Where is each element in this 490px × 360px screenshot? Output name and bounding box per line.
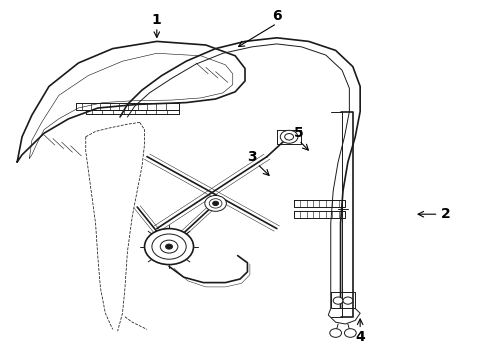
Circle shape <box>145 229 194 265</box>
Text: 6: 6 <box>272 9 282 23</box>
Text: 2: 2 <box>441 207 451 221</box>
Circle shape <box>333 297 343 304</box>
Circle shape <box>166 244 172 249</box>
Text: 3: 3 <box>247 150 257 163</box>
Circle shape <box>280 130 298 143</box>
Circle shape <box>213 201 219 206</box>
Circle shape <box>343 297 353 304</box>
Text: 1: 1 <box>152 13 162 27</box>
Circle shape <box>330 329 342 337</box>
Circle shape <box>344 329 356 337</box>
Circle shape <box>205 195 226 211</box>
Text: 5: 5 <box>294 126 304 140</box>
Text: 4: 4 <box>355 330 365 343</box>
